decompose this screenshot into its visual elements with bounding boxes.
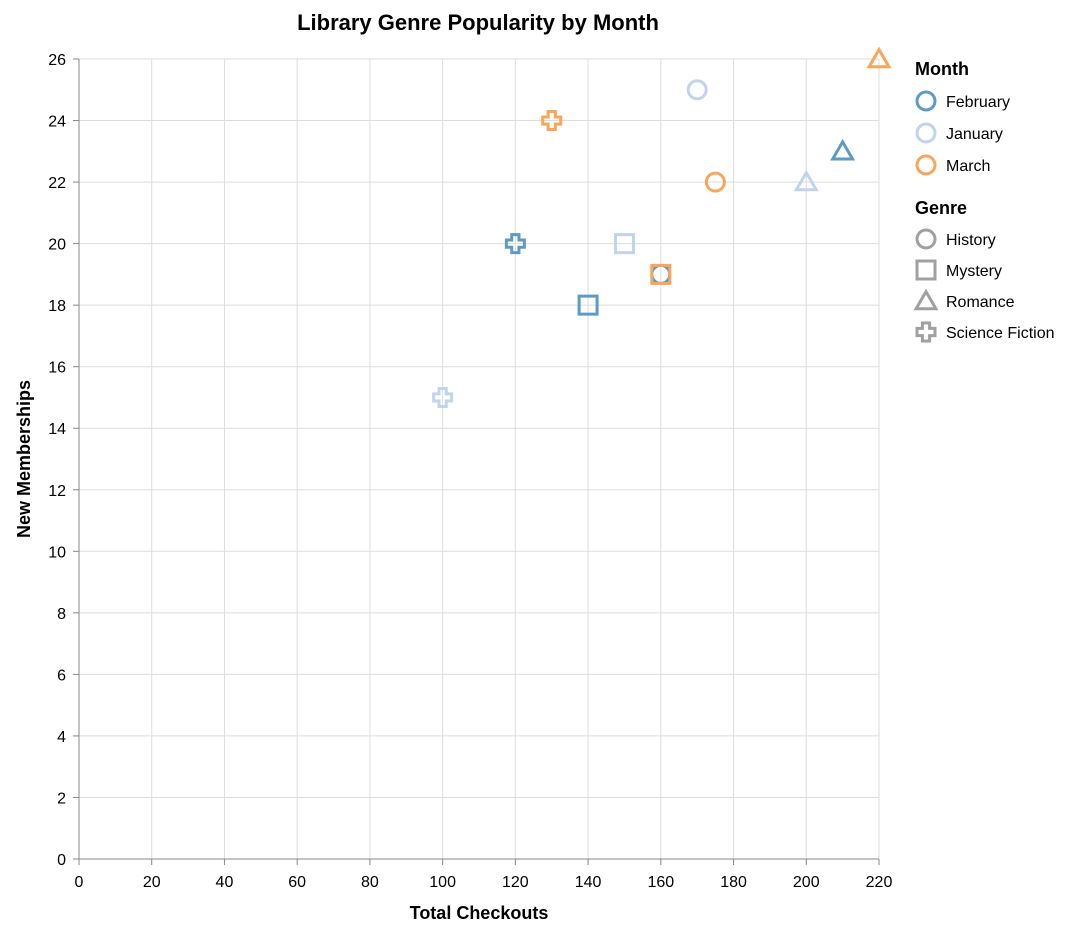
legend-shape-history <box>915 228 937 250</box>
data-point-march-history <box>704 171 726 193</box>
y-tick-label: 24 <box>48 114 66 131</box>
data-point-february-romance <box>830 138 856 161</box>
legend-label-february: February <box>946 94 1010 111</box>
data-point-january-romance <box>793 169 819 192</box>
legend-label-mystery: Mystery <box>946 263 1002 280</box>
legend-label-march: March <box>946 158 990 175</box>
legend-swatch-january <box>915 122 937 144</box>
y-tick-label: 20 <box>48 237 66 254</box>
data-point-march-science-fiction <box>541 110 563 132</box>
x-tick-label: 220 <box>866 874 893 891</box>
y-tick-label: 16 <box>48 360 66 377</box>
x-tick-label: 40 <box>216 874 234 891</box>
y-tick-label: 8 <box>57 606 66 623</box>
x-axis-title: Total Checkouts <box>410 903 549 923</box>
data-point-march-romance <box>866 46 892 69</box>
y-axis-title: New Memberships <box>14 380 34 538</box>
y-tick-label: 6 <box>57 667 66 684</box>
data-points <box>432 46 892 408</box>
data-point-march-mystery <box>650 263 672 285</box>
legend-label-history: History <box>946 232 996 249</box>
legend-swatch-march <box>915 154 937 176</box>
x-tick-label: 180 <box>720 874 747 891</box>
axes: 0 20 40 60 80 100 120 140 160 180 200 2200246810121… <box>48 52 892 891</box>
x-tick-label: 20 <box>143 874 161 891</box>
legend-shape-romance <box>913 288 939 311</box>
y-tick-label: 2 <box>57 790 66 807</box>
data-point-february-mystery <box>577 294 599 316</box>
x-tick-label: 120 <box>502 874 529 891</box>
color-legend-title: Month <box>915 59 969 79</box>
x-tick-label: 0 <box>75 874 84 891</box>
legend-label-science-fiction: Science Fiction <box>946 325 1055 342</box>
y-tick-label: 12 <box>48 483 66 500</box>
shape-legend-title: Genre <box>915 198 967 218</box>
legend-label-romance: Romance <box>946 294 1015 311</box>
y-tick-label: 4 <box>57 729 66 746</box>
legend: Month February January March Genre History Mys… <box>913 59 1055 343</box>
data-point-february-science-fiction <box>504 233 526 255</box>
x-tick-label: 60 <box>288 874 306 891</box>
legend-shape-science-fiction <box>915 321 937 343</box>
y-tick-label: 14 <box>48 421 66 438</box>
x-tick-label: 140 <box>575 874 602 891</box>
y-tick-label: 18 <box>48 298 66 315</box>
grid <box>78 58 880 860</box>
chart-title: Library Genre Popularity by Month <box>297 10 659 35</box>
y-tick-label: 22 <box>48 175 66 192</box>
legend-swatch-february <box>915 90 937 112</box>
legend-shape-mystery <box>915 259 937 281</box>
x-tick-label: 160 <box>647 874 674 891</box>
x-tick-label: 80 <box>361 874 379 891</box>
x-tick-label: 100 <box>429 874 456 891</box>
legend-label-january: January <box>946 126 1003 143</box>
x-tick-label: 200 <box>793 874 820 891</box>
data-point-january-science-fiction <box>432 386 454 408</box>
y-tick-label: 0 <box>57 852 66 869</box>
data-point-january-mystery <box>613 233 635 255</box>
data-point-january-history <box>686 79 708 101</box>
y-tick-label: 10 <box>48 544 66 561</box>
y-tick-label: 26 <box>48 52 66 69</box>
